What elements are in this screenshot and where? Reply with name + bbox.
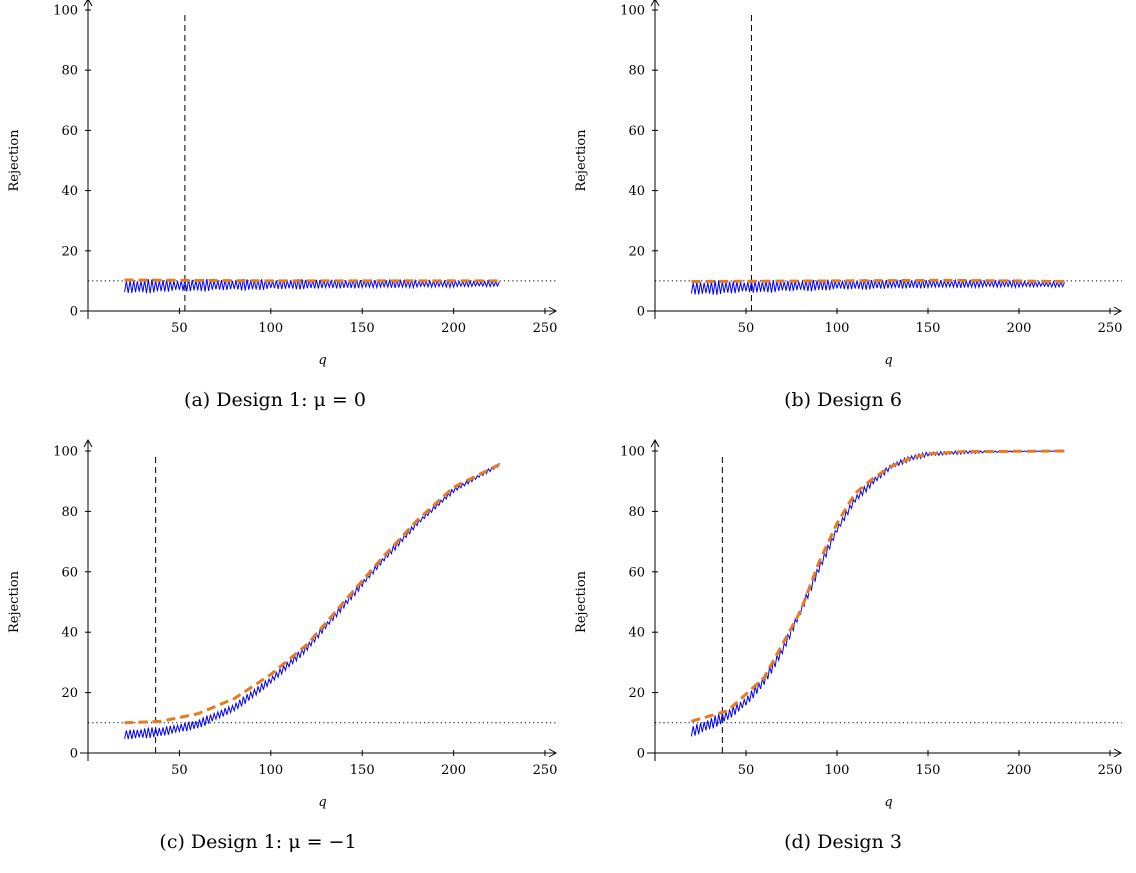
x-tick-label: 50 xyxy=(738,321,755,336)
series-line-orange xyxy=(124,278,500,283)
x-tick-label: 200 xyxy=(441,321,466,336)
y-tick-label: 20 xyxy=(628,686,645,701)
x-axis-arrow xyxy=(1113,748,1123,758)
x-tick-label: 200 xyxy=(1007,763,1032,778)
y-tick-label: 80 xyxy=(628,505,645,520)
x-axis-arrow xyxy=(548,748,558,758)
x-axis-label: q xyxy=(884,353,892,368)
x-tick-label: 100 xyxy=(258,763,283,778)
y-axis-label: Rejection xyxy=(574,129,589,192)
y-tick-label: 40 xyxy=(628,626,645,641)
y-tick-label: 100 xyxy=(53,445,78,460)
x-tick-label: 50 xyxy=(738,763,755,778)
x-tick-label: 50 xyxy=(171,763,188,778)
y-tick-label: 80 xyxy=(61,505,78,520)
y-axis-arrow xyxy=(650,438,660,448)
y-axis-arrow xyxy=(83,438,93,448)
y-tick-label: 60 xyxy=(61,565,78,580)
y-axis-label: Rejection xyxy=(574,570,589,633)
y-tick-label: 100 xyxy=(620,445,645,460)
y-tick-label: 0 xyxy=(70,305,78,320)
y-axis-arrow xyxy=(650,0,660,7)
y-tick-label: 60 xyxy=(61,124,78,139)
x-axis-label: q xyxy=(318,795,326,810)
x-tick-label: 250 xyxy=(533,321,558,336)
chart-panel-1: 50 100 150 200 250 0 20 40 60 80 100 q Rejection (a) … xyxy=(7,0,557,411)
x-axis-arrow xyxy=(548,306,558,316)
x-axis-arrow xyxy=(1113,306,1123,316)
y-tick-label: 100 xyxy=(620,4,645,19)
x-tick-label: 100 xyxy=(825,321,850,336)
y-tick-label: 40 xyxy=(628,184,645,199)
x-tick-label: 50 xyxy=(171,321,188,336)
chart-panel-4: 50 100 150 200 250 0 20 40 60 80 100 q Rejection (d) … xyxy=(574,438,1123,853)
series-line-orange xyxy=(691,278,1065,283)
chart-panel-2: 50 100 150 200 250 0 20 40 60 80 100 q Rejection (b) … xyxy=(574,0,1122,411)
series-line-orange xyxy=(124,463,500,725)
x-tick-label: 200 xyxy=(1007,321,1032,336)
y-tick-label: 40 xyxy=(61,184,78,199)
x-axis-label: q xyxy=(318,353,326,368)
y-tick-label: 20 xyxy=(61,244,78,259)
x-tick-label: 150 xyxy=(350,763,375,778)
panel-caption: (b) Design 6 xyxy=(784,389,902,411)
x-tick-label: 150 xyxy=(350,321,375,336)
x-tick-label: 150 xyxy=(916,763,941,778)
x-tick-label: 250 xyxy=(1098,763,1123,778)
y-tick-label: 20 xyxy=(628,244,645,259)
y-tick-label: 60 xyxy=(628,565,645,580)
x-tick-label: 200 xyxy=(441,763,466,778)
y-tick-label: 0 xyxy=(70,747,78,762)
x-tick-label: 100 xyxy=(258,321,283,336)
x-axis-label: q xyxy=(884,795,892,810)
y-tick-label: 100 xyxy=(53,4,78,19)
y-tick-label: 80 xyxy=(628,64,645,79)
x-tick-label: 250 xyxy=(1098,321,1123,336)
y-tick-label: 60 xyxy=(628,124,645,139)
chart-panel-3: 50 100 150 200 250 0 20 40 60 80 100 q Rejection (c) … xyxy=(7,438,558,853)
y-axis-arrow xyxy=(83,0,93,7)
series-line-blue xyxy=(124,462,500,740)
x-tick-label: 250 xyxy=(533,763,558,778)
y-axis-label: Rejection xyxy=(7,570,22,633)
panel-caption: (d) Design 3 xyxy=(784,831,902,853)
y-tick-label: 0 xyxy=(637,305,645,320)
y-tick-label: 0 xyxy=(637,747,645,762)
y-tick-label: 80 xyxy=(61,64,78,79)
y-tick-label: 40 xyxy=(61,626,78,641)
panel-caption: (a) Design 1: μ = 0 xyxy=(184,389,366,411)
y-axis-label: Rejection xyxy=(7,129,22,192)
y-tick-label: 20 xyxy=(61,686,78,701)
series-line-orange xyxy=(690,449,1065,723)
panel-caption: (c) Design 1: μ = −1 xyxy=(159,831,356,853)
x-tick-label: 150 xyxy=(916,321,941,336)
x-tick-label: 100 xyxy=(825,763,850,778)
